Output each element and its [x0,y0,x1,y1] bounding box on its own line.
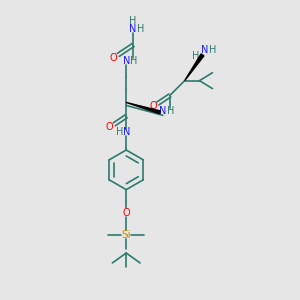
Text: H: H [137,24,145,34]
Text: N: N [122,56,130,66]
Text: H: H [192,51,199,61]
Text: O: O [106,122,113,132]
Text: N: N [201,45,208,55]
Text: Si: Si [122,230,131,240]
Text: H: H [130,56,138,66]
Text: O: O [149,101,157,111]
Text: H: H [130,16,137,26]
Polygon shape [126,102,160,114]
Text: N: N [159,106,167,116]
Text: N: N [130,24,137,34]
Text: N: N [122,127,130,137]
Polygon shape [185,54,204,81]
Text: O: O [110,53,117,63]
Text: O: O [122,208,130,218]
Text: H: H [167,106,175,116]
Text: H: H [209,45,216,55]
Text: H: H [116,127,123,137]
